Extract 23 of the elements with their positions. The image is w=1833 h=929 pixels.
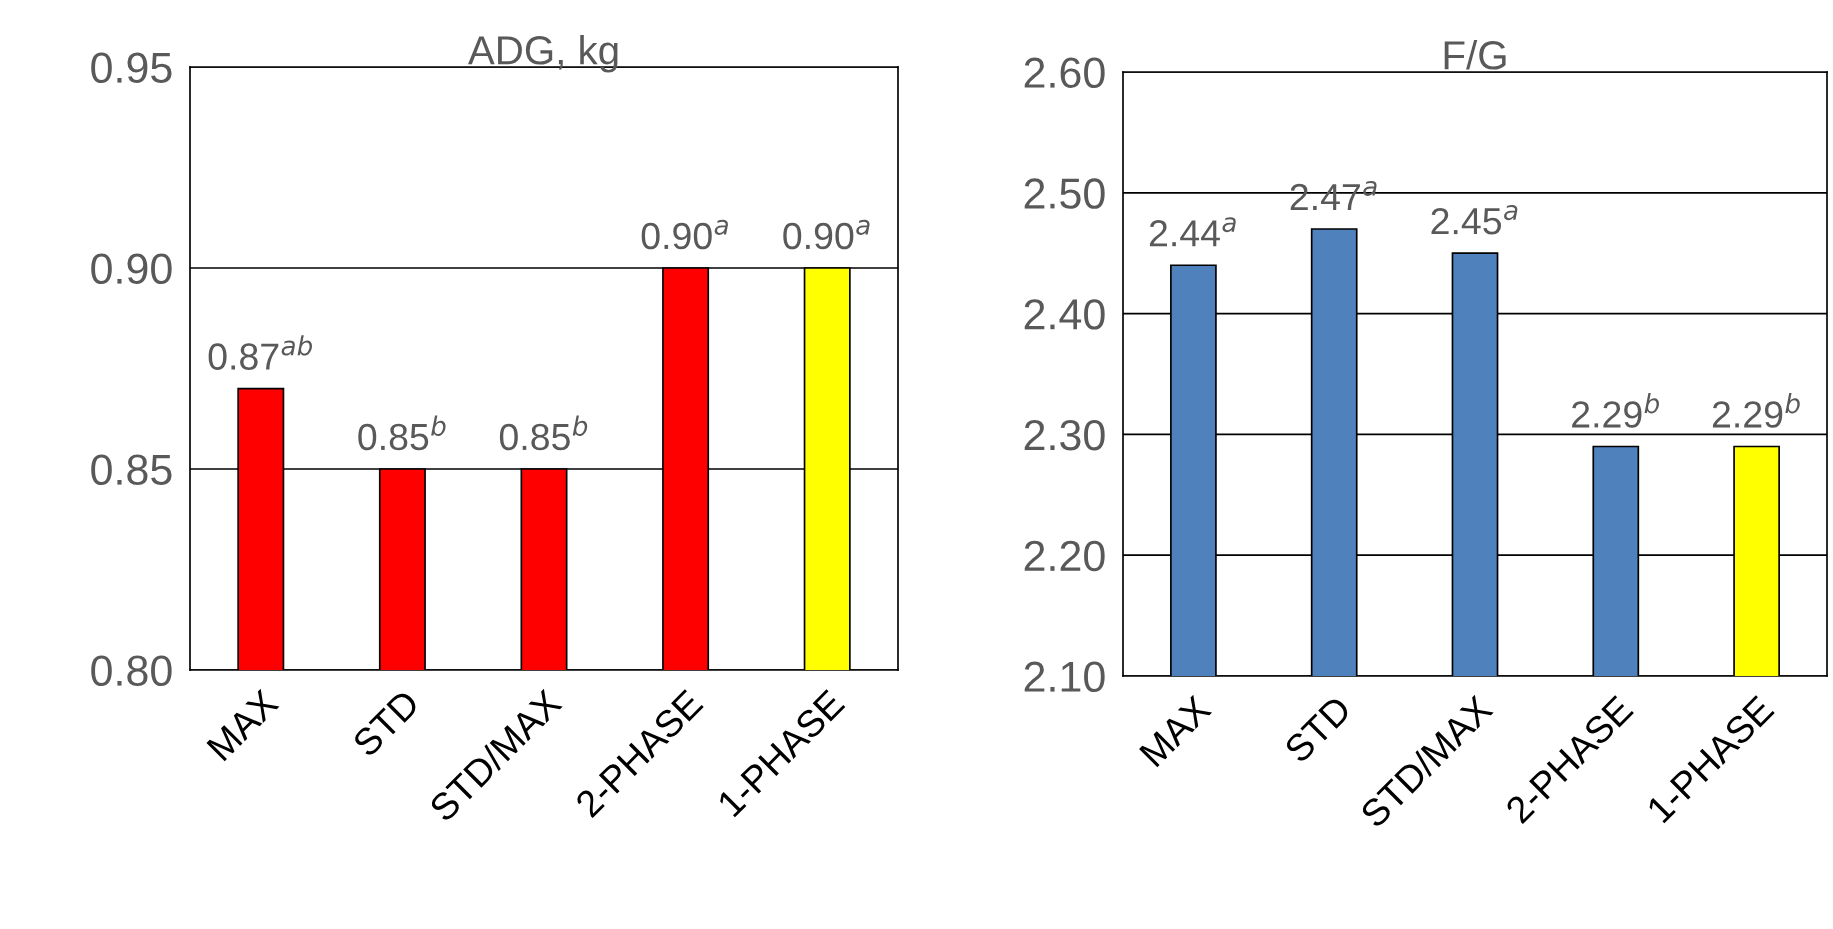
data-label: 2.29$^{b}$ [1712,393,1800,428]
data-label: 0.90$^{a}$ [641,219,728,250]
data-label: 0.85$^{b}$ [499,415,588,451]
data-label: 0.85$^{b}$ [358,415,446,451]
y-tick-label: 2.40 [1024,299,1105,330]
y-tick-label: 0.95 [91,52,172,84]
y-tick-label: 2.20 [1024,540,1105,572]
y-tick-label: 0.90 [91,253,172,285]
x-tick-label: STD [351,688,421,758]
y-tick-label: 2.60 [1024,57,1105,89]
data-label: 2.29$^{b}$ [1572,393,1659,428]
data-label: 0.90$^{a}$ [783,219,870,250]
data-label: 2.44$^{a}$ [1149,217,1236,247]
x-tick-label: STD [1283,694,1353,764]
y-tick-label: 0.85 [91,454,172,486]
y-tick-label: 2.10 [1024,661,1105,693]
chart-title: ADG, kg [467,35,618,73]
y-tick-label: 0.80 [91,655,172,687]
y-tick-label: 2.50 [1024,178,1105,209]
chart-title: F/G [1444,40,1506,70]
data-label: 2.45$^{a}$ [1431,205,1518,235]
data-label: 0.87$^{ab}$ [208,335,313,370]
y-tick-label: 2.30 [1024,419,1105,451]
